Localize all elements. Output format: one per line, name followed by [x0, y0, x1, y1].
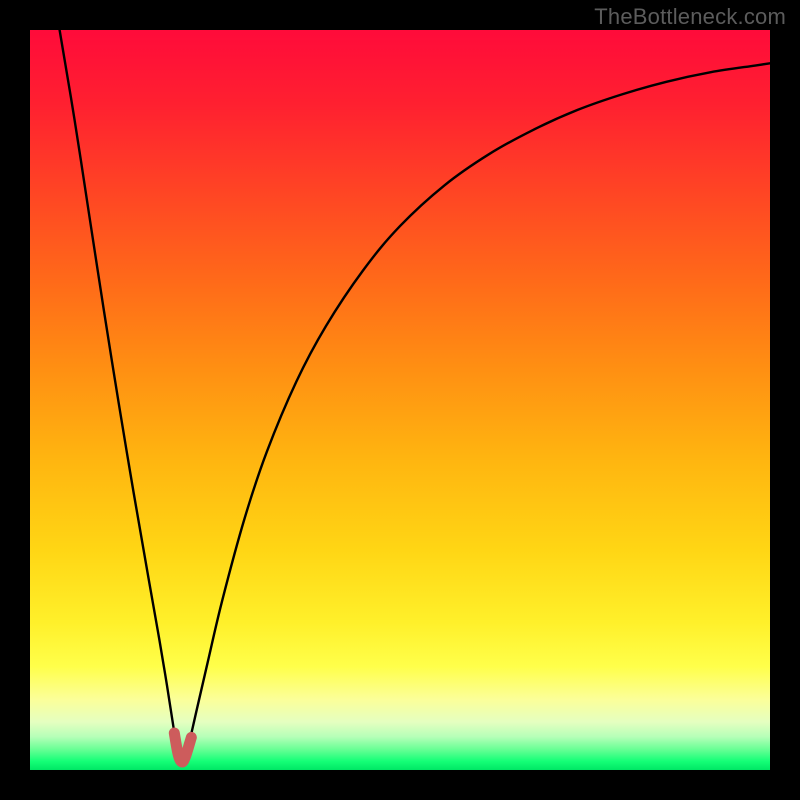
watermark-text: TheBottleneck.com	[594, 4, 786, 30]
bottleneck-chart	[0, 0, 800, 800]
chart-gradient-bg	[30, 30, 770, 770]
